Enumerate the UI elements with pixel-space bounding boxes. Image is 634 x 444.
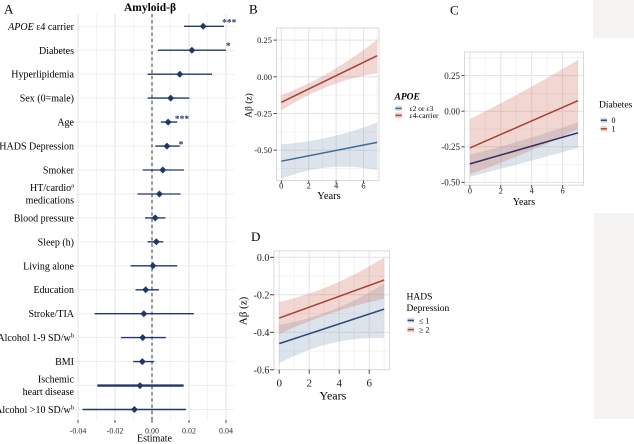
svg-text:*: * — [226, 42, 231, 52]
svg-text:6: 6 — [560, 185, 564, 195]
svg-text:6: 6 — [361, 181, 365, 191]
svg-text:0: 0 — [279, 181, 283, 191]
svg-text:0.00: 0.00 — [444, 106, 460, 116]
svg-text:0.02: 0.02 — [182, 426, 196, 435]
svg-text:Years: Years — [513, 197, 535, 208]
svg-text:Diabetes: Diabetes — [39, 46, 74, 57]
svg-text:0: 0 — [612, 116, 616, 125]
svg-text:HADS Depression: HADS Depression — [0, 142, 74, 153]
svg-text:medications: medications — [26, 196, 74, 207]
svg-text:Amyloid-β: Amyloid-β — [124, 2, 176, 14]
svg-text:A: A — [4, 2, 14, 17]
svg-text:2: 2 — [307, 181, 311, 191]
svg-text:0.00: 0.00 — [145, 426, 159, 435]
svg-text:Sleep (h): Sleep (h) — [38, 237, 74, 248]
svg-text:Aβ (z): Aβ (z) — [244, 93, 255, 118]
svg-text:HT/cardioa: HT/cardioa — [30, 183, 74, 195]
svg-text:2: 2 — [499, 185, 503, 195]
svg-text:4: 4 — [530, 185, 535, 195]
svg-text:-0.50: -0.50 — [441, 178, 460, 188]
svg-text:Sex (0=male): Sex (0=male) — [20, 94, 74, 105]
svg-text:Estimate: Estimate — [137, 434, 173, 444]
svg-text:6: 6 — [366, 378, 372, 390]
svg-text:-0.2: -0.2 — [254, 290, 270, 301]
svg-text:APOE: APOE — [394, 93, 420, 103]
svg-text:-0.04: -0.04 — [70, 426, 87, 435]
svg-text:-0.6: -0.6 — [254, 365, 270, 376]
svg-text:ε4-carrier: ε4-carrier — [410, 111, 439, 120]
svg-text:Smoker: Smoker — [43, 166, 75, 177]
svg-text:heart disease: heart disease — [23, 387, 75, 398]
svg-text:Alcohol >10 SD/wb: Alcohol >10 SD/wb — [0, 405, 74, 417]
svg-text:***: *** — [175, 115, 190, 125]
svg-text:HADS: HADS — [407, 293, 433, 303]
svg-text:0.25: 0.25 — [444, 71, 460, 81]
svg-text:-0.50: -0.50 — [254, 145, 272, 155]
svg-text:-0.4: -0.4 — [254, 328, 270, 339]
svg-text:Years: Years — [320, 388, 347, 402]
svg-text:Hyperlipidemia: Hyperlipidemia — [11, 70, 74, 81]
svg-text:-0.25: -0.25 — [441, 142, 460, 152]
svg-text:0.00: 0.00 — [257, 72, 272, 82]
svg-text:Age: Age — [57, 118, 74, 129]
svg-text:Blood pressure: Blood pressure — [14, 213, 75, 224]
svg-text:C: C — [450, 3, 459, 18]
svg-text:Depression: Depression — [407, 304, 450, 314]
svg-text:2: 2 — [306, 378, 312, 390]
svg-text:*: * — [179, 140, 184, 150]
svg-text:-0.25: -0.25 — [254, 109, 272, 119]
svg-text:D: D — [251, 229, 260, 244]
svg-text:APOE ε4 carrier: APOE ε4 carrier — [7, 22, 75, 33]
svg-text:***: *** — [222, 19, 237, 29]
svg-text:0: 0 — [468, 185, 472, 195]
svg-text:Years: Years — [317, 191, 340, 202]
svg-text:0: 0 — [276, 378, 282, 390]
svg-text:≥ 2: ≥ 2 — [419, 326, 429, 335]
svg-text:-0.02: -0.02 — [107, 426, 124, 435]
svg-text:ε2 or ε3: ε2 or ε3 — [410, 104, 434, 113]
svg-text:1: 1 — [612, 125, 616, 134]
svg-text:Stroke/TIA: Stroke/TIA — [28, 309, 74, 320]
svg-text:Diabetes: Diabetes — [599, 101, 633, 111]
svg-text:B: B — [249, 2, 258, 17]
svg-text:≤ 1: ≤ 1 — [419, 316, 429, 325]
svg-text:Living alone: Living alone — [23, 261, 74, 272]
svg-text:0.0: 0.0 — [257, 253, 270, 264]
svg-text:Alcohol 1-9 SD/wb: Alcohol 1-9 SD/wb — [0, 333, 74, 345]
svg-text:Ischemic: Ischemic — [38, 375, 75, 386]
svg-text:0.04: 0.04 — [219, 426, 233, 435]
svg-text:Education: Education — [33, 285, 74, 296]
svg-text:4: 4 — [336, 378, 342, 390]
svg-text:BMI: BMI — [55, 357, 74, 368]
svg-text:0.25: 0.25 — [257, 35, 272, 45]
svg-text:Aβ (z): Aβ (z) — [238, 296, 250, 325]
svg-text:4: 4 — [334, 181, 339, 191]
